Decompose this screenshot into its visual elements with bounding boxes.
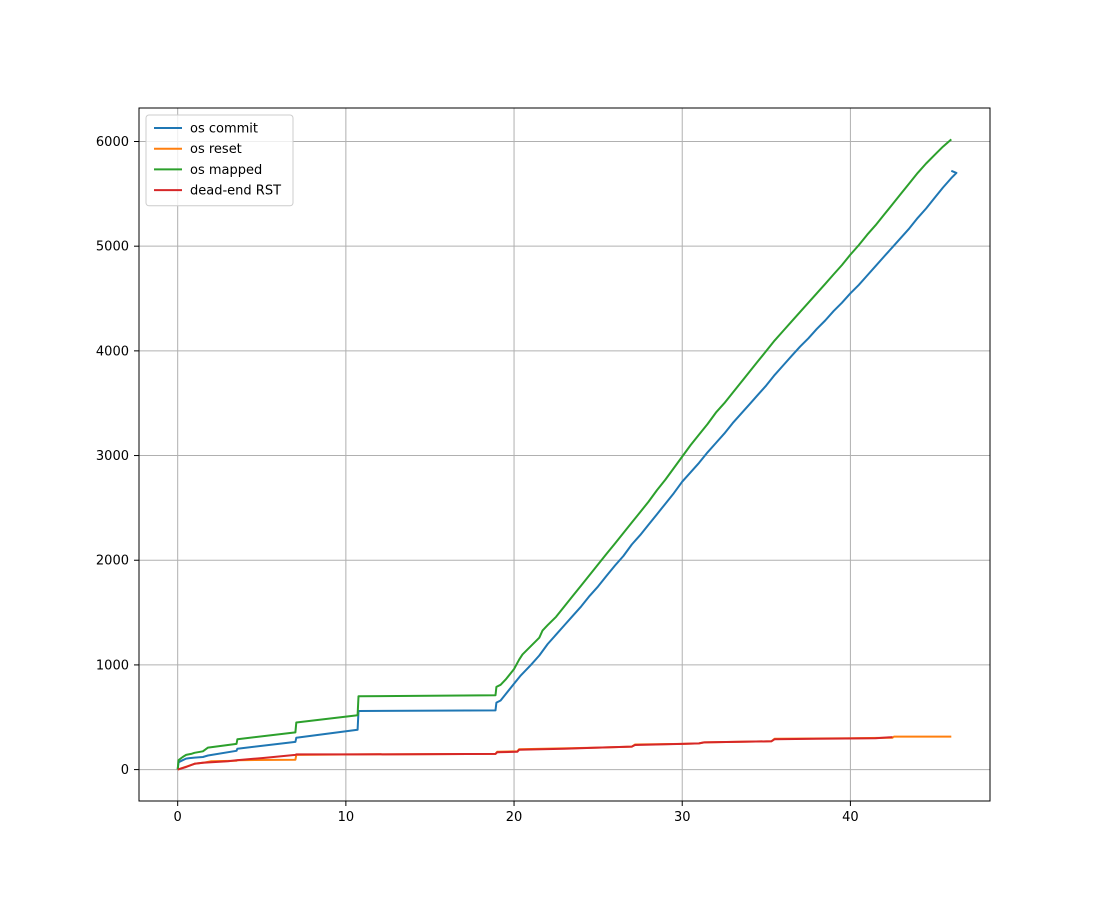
plot-frame bbox=[138, 107, 991, 802]
series-line-dead-end-rst bbox=[177, 736, 893, 771]
x-tick-label: 10 bbox=[338, 810, 355, 825]
legend: os commit os reset os mapped dead-end RST bbox=[145, 114, 294, 207]
grid bbox=[139, 108, 990, 801]
x-tick-label: 40 bbox=[842, 810, 859, 825]
legend-label-os-reset: os reset bbox=[190, 142, 242, 157]
y-tick-label: 1000 bbox=[96, 658, 129, 673]
legend-label-dead-end-rst: dead-end RST bbox=[190, 184, 281, 199]
legend-label-os-commit: os commit bbox=[190, 122, 258, 137]
legend-box bbox=[145, 114, 294, 207]
y-tick-label: 3000 bbox=[96, 449, 129, 464]
x-tick-label: 20 bbox=[506, 810, 523, 825]
series-lines bbox=[176, 138, 958, 771]
y-tick-label: 5000 bbox=[96, 240, 129, 255]
series-line-os-commit bbox=[176, 169, 958, 770]
y-tick-label: 4000 bbox=[96, 344, 129, 359]
legend-label-os-mapped: os mapped bbox=[190, 163, 262, 178]
x-tick-label: 30 bbox=[674, 810, 691, 825]
axes: 0 10 20 30 40 0 1000 2000 3000 4000 5000 6000 bbox=[96, 135, 859, 825]
y-tick-label: 0 bbox=[121, 763, 129, 778]
y-tick-label: 6000 bbox=[96, 135, 129, 150]
series-line-os-mapped bbox=[176, 138, 952, 770]
y-tick-label: 2000 bbox=[96, 554, 129, 569]
x-tick-label: 0 bbox=[174, 810, 182, 825]
